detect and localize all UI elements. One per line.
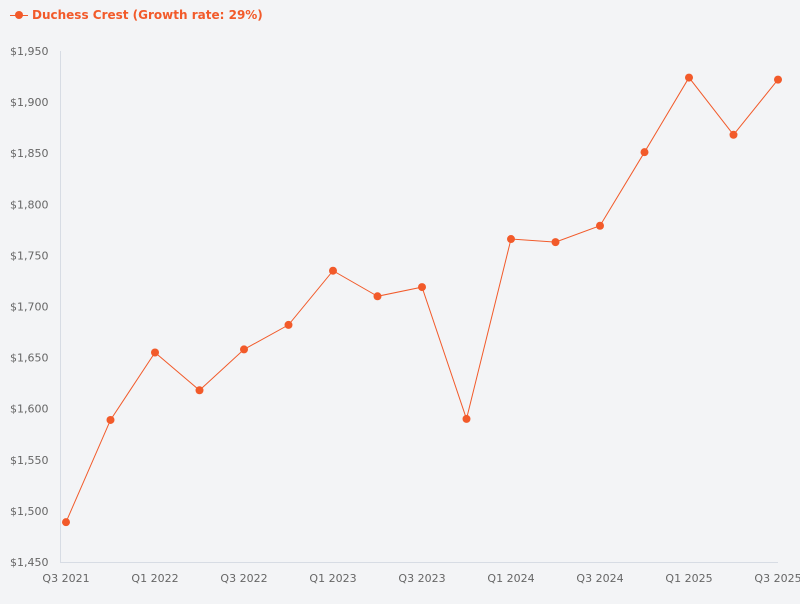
legend[interactable]: Duchess Crest (Growth rate: 29%) (10, 8, 263, 22)
data-point[interactable] (195, 386, 204, 395)
x-tick-label: Q1 2025 (665, 572, 712, 585)
x-tick-label: Q1 2023 (309, 572, 356, 585)
y-tick-label: $1,650 (10, 352, 49, 365)
data-point[interactable] (373, 292, 382, 301)
data-point[interactable] (640, 148, 649, 157)
data-point[interactable] (62, 518, 70, 527)
y-tick-label: $1,600 (10, 403, 49, 416)
data-point[interactable] (685, 73, 693, 82)
data-point[interactable] (284, 320, 293, 329)
x-tick-label: Q1 2024 (487, 572, 534, 585)
data-point[interactable] (240, 345, 248, 354)
y-tick-label: $1,850 (10, 147, 49, 160)
y-tick-label: $1,750 (10, 249, 49, 262)
x-tick-label: Q3 2021 (42, 572, 89, 585)
y-tick-label: $1,900 (10, 96, 49, 109)
data-point[interactable] (418, 283, 426, 292)
data-point[interactable] (551, 238, 560, 247)
x-tick-label: Q3 2022 (220, 572, 267, 585)
series-line (65, 76, 779, 523)
data-point[interactable] (151, 348, 159, 357)
legend-series-marker-icon (10, 9, 28, 21)
x-tick-label: Q3 2024 (576, 572, 623, 585)
data-point[interactable] (774, 75, 782, 84)
x-tick-label: Q1 2022 (131, 572, 178, 585)
y-tick-label: $1,550 (10, 454, 49, 467)
y-tick-label: $1,800 (10, 198, 49, 211)
data-point[interactable] (462, 414, 471, 423)
x-tick-label: Q3 2023 (398, 572, 445, 585)
x-tick-label: Q3 2025 (754, 572, 800, 585)
data-point[interactable] (507, 235, 515, 244)
y-tick-label: $1,500 (10, 505, 49, 518)
y-tick-label: $1,700 (10, 301, 49, 314)
data-point[interactable] (729, 130, 738, 139)
data-point[interactable] (329, 266, 337, 275)
y-tick-label: $1,450 (10, 556, 49, 569)
data-point[interactable] (596, 221, 604, 230)
y-tick-label: $1,950 (10, 45, 49, 58)
data-point[interactable] (106, 415, 115, 424)
legend-label: Duchess Crest (Growth rate: 29%) (32, 8, 263, 22)
